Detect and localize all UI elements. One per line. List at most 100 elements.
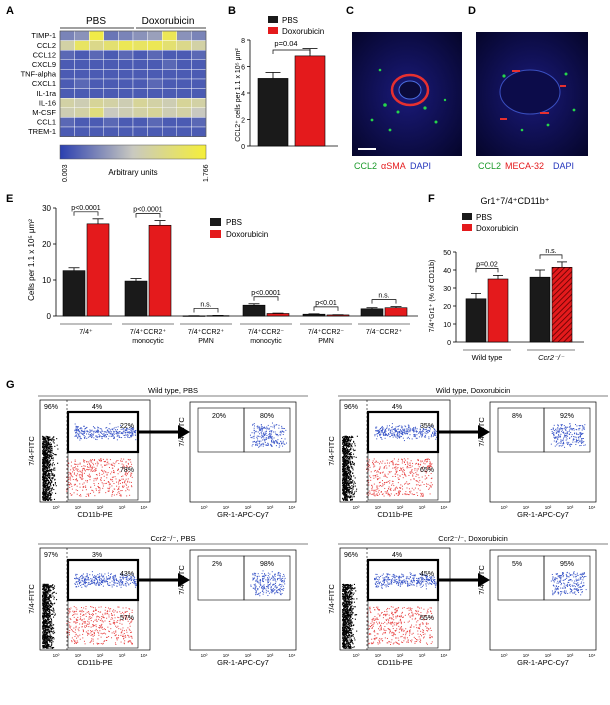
event-dot: [269, 433, 271, 435]
event-dot: [574, 436, 576, 438]
event-dot: [352, 436, 354, 438]
event-dot: [435, 433, 437, 435]
event-dot: [43, 448, 45, 450]
event-dot: [266, 427, 268, 429]
event-dot: [397, 425, 399, 427]
event-dot: [111, 428, 113, 430]
event-dot: [43, 607, 45, 609]
event-dot: [93, 460, 95, 462]
event-dot: [557, 425, 559, 427]
event-dot: [110, 478, 112, 480]
event-dot: [422, 495, 424, 497]
event-dot: [44, 610, 46, 612]
event-dot: [44, 633, 46, 636]
event-dot: [98, 487, 100, 489]
event-dot: [51, 450, 53, 452]
event-dot: [400, 435, 402, 437]
event-dot: [48, 448, 50, 450]
event-dot: [115, 478, 117, 480]
event-dot: [91, 468, 93, 470]
event-dot: [51, 439, 53, 441]
event-dot: [67, 474, 69, 476]
event-dot: [47, 441, 49, 443]
event-dot: [560, 440, 562, 442]
event-dot: [576, 440, 578, 442]
event-dot: [103, 433, 105, 435]
event-dot: [49, 447, 51, 449]
event-dot: [124, 434, 126, 436]
event-dot: [348, 457, 350, 460]
event-dot: [350, 482, 352, 484]
event-dot: [274, 441, 276, 443]
event-dot: [396, 437, 398, 439]
event-dot: [44, 626, 46, 628]
event-dot: [84, 469, 86, 471]
event-dot: [49, 495, 51, 497]
event-dot: [264, 435, 266, 437]
event-dot: [344, 486, 346, 488]
event-dot: [126, 473, 128, 475]
event-dot: [385, 492, 387, 494]
event-dot: [134, 430, 136, 432]
event-dot: [48, 603, 50, 605]
y-tick-label: 8: [241, 38, 245, 45]
group-label: Ccr2⁻/⁻: [538, 353, 565, 362]
event-dot: [343, 447, 345, 449]
event-dot: [347, 465, 349, 467]
event-dot: [127, 432, 129, 434]
event-dot: [45, 473, 47, 475]
event-dot: [433, 433, 435, 435]
event-dot: [93, 478, 95, 480]
event-dot: [351, 457, 353, 459]
event-dot: [45, 471, 47, 473]
event-dot: [44, 624, 46, 627]
event-dot: [384, 431, 386, 433]
pvalue-label: p<0.01: [315, 300, 337, 307]
event-dot: [45, 637, 48, 639]
y-tick-label: 0: [241, 144, 245, 151]
event-dot: [347, 445, 349, 447]
event-dot: [353, 450, 355, 452]
event-dot: [350, 448, 352, 450]
heatmap-cell: [147, 69, 163, 80]
event-dot: [394, 489, 396, 491]
event-dot: [396, 470, 398, 472]
event-dot: [399, 491, 401, 493]
event-dot: [428, 475, 430, 477]
event-dot: [345, 468, 347, 470]
event-dot: [49, 486, 51, 488]
event-dot: [85, 470, 87, 472]
event-dot: [105, 431, 107, 433]
event-dot: [74, 479, 76, 481]
event-dot: [42, 435, 44, 437]
event-dot: [72, 476, 74, 478]
bar: [360, 308, 384, 317]
event-dot: [283, 431, 285, 433]
event-dot: [265, 438, 267, 440]
event-dot: [353, 483, 355, 485]
event-dot: [82, 475, 84, 477]
event-dot: [376, 494, 378, 496]
event-dot: [82, 434, 84, 436]
event-dot: [110, 431, 112, 433]
heatmap-cell: [74, 107, 90, 118]
event-dot: [562, 441, 564, 443]
event-dot: [51, 457, 53, 459]
event-dot: [44, 642, 46, 644]
legend-label-dox: Doxorubicin: [282, 27, 324, 36]
event-dot: [345, 488, 347, 490]
event-dot: [393, 432, 395, 434]
event-dot: [120, 495, 122, 497]
event-dot: [130, 475, 132, 477]
event-dot: [42, 478, 45, 480]
event-dot: [131, 486, 133, 488]
event-dot: [42, 478, 44, 480]
event-dot: [117, 473, 119, 475]
event-dot: [346, 442, 348, 445]
event-dot: [117, 468, 119, 470]
event-dot: [42, 444, 44, 446]
event-dot: [89, 436, 91, 438]
event-dot: [384, 437, 386, 439]
event-dot: [124, 473, 126, 475]
